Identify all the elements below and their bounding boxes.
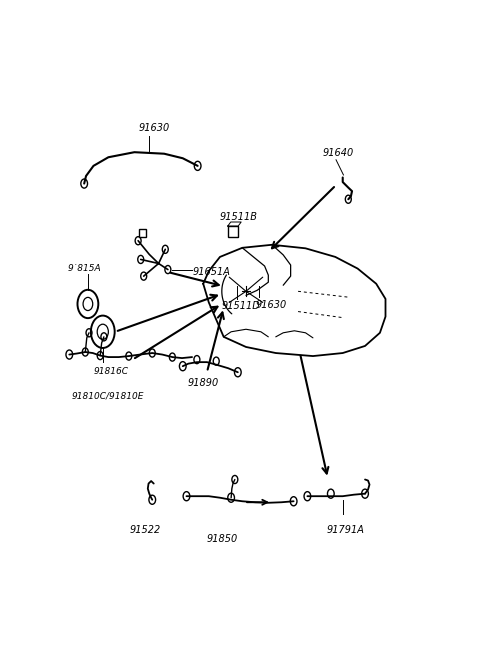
Text: 91640: 91640 xyxy=(323,148,354,158)
Text: 91522: 91522 xyxy=(130,525,161,535)
Text: 91890: 91890 xyxy=(188,378,219,388)
Bar xyxy=(139,229,145,237)
Text: 91511B: 91511B xyxy=(220,212,258,221)
Bar xyxy=(228,226,238,237)
Text: 91630: 91630 xyxy=(138,123,169,133)
Text: 91850: 91850 xyxy=(206,534,238,544)
Text: 91651A: 91651A xyxy=(193,267,231,277)
Text: 91511D: 91511D xyxy=(222,302,261,311)
Text: 91791A: 91791A xyxy=(326,525,364,535)
Text: 91810C/91810E: 91810C/91810E xyxy=(71,392,144,401)
Text: 91816C: 91816C xyxy=(94,367,129,376)
Text: 91630: 91630 xyxy=(255,300,287,310)
Text: 9˙815A: 9˙815A xyxy=(67,263,101,273)
